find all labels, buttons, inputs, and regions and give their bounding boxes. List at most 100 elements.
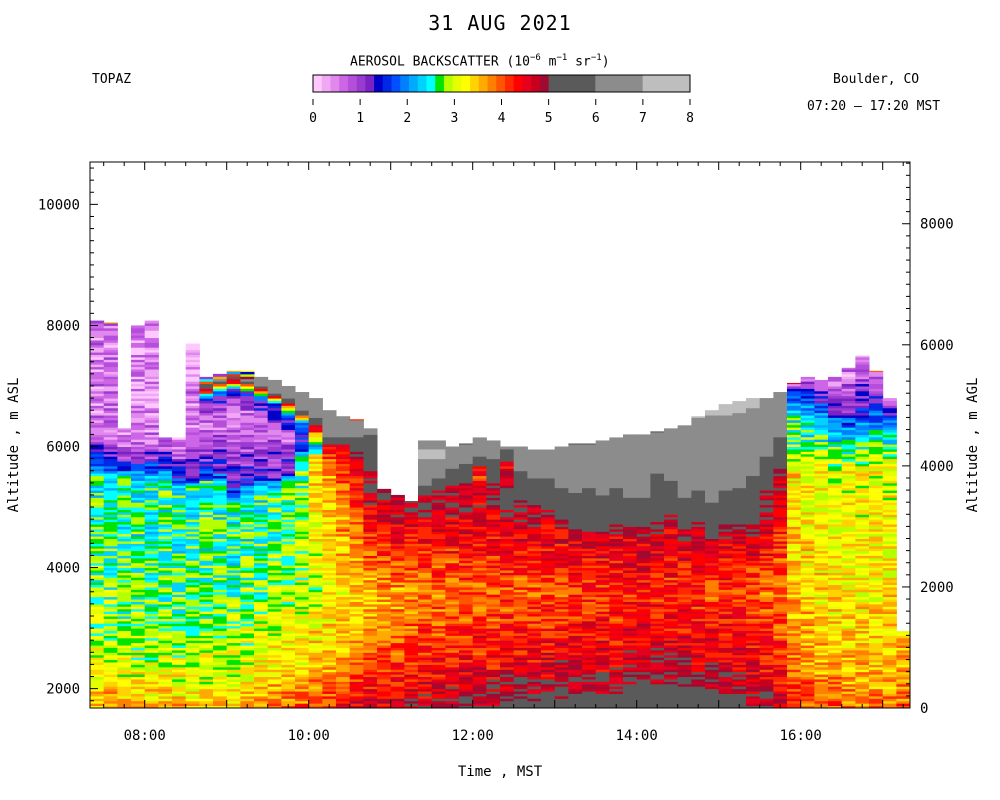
heatmap-cell — [609, 611, 624, 615]
heatmap-cell — [486, 611, 501, 615]
heatmap-cell — [582, 521, 597, 525]
heatmap-cell — [554, 678, 569, 682]
heatmap-cell — [609, 528, 624, 532]
heatmap-cell — [199, 601, 214, 605]
heatmap-cell — [472, 543, 487, 547]
heatmap-cell — [240, 620, 255, 624]
heatmap-cell — [103, 674, 118, 678]
heatmap-cell — [404, 589, 419, 593]
heatmap-cell — [281, 540, 296, 544]
heatmap-cell — [486, 579, 501, 583]
heatmap-cell — [541, 514, 556, 518]
heatmap-cell — [172, 613, 187, 617]
heatmap-cell — [185, 470, 200, 474]
heatmap-cell — [158, 664, 173, 668]
heatmap-cell — [103, 584, 118, 588]
heatmap-cell — [322, 473, 337, 477]
heatmap-cell — [185, 410, 200, 414]
heatmap-cell — [281, 482, 296, 486]
heatmap-cell — [554, 584, 569, 588]
heatmap-cell — [554, 671, 569, 675]
heatmap-cell — [459, 502, 474, 506]
heatmap-cell — [226, 388, 241, 392]
heatmap-cell — [349, 419, 364, 421]
heatmap-cell — [486, 606, 501, 610]
heatmap-cell — [336, 642, 351, 646]
heatmap-cell — [213, 521, 228, 525]
heatmap-cell — [308, 550, 323, 554]
heatmap-cell — [582, 579, 597, 583]
heatmap-cell — [609, 577, 624, 581]
heatmap-cell — [431, 465, 446, 469]
heatmap-cell — [90, 395, 105, 399]
heatmap-cell — [308, 441, 323, 445]
heatmap-cell — [308, 613, 323, 617]
heatmap-cell — [500, 565, 515, 569]
heatmap-cell — [431, 569, 446, 573]
heatmap-cell — [240, 487, 255, 491]
heatmap-cell — [445, 603, 460, 607]
heatmap-cell — [582, 584, 597, 588]
heatmap-cell — [527, 538, 542, 542]
heatmap-cell — [295, 470, 310, 474]
heatmap-cell — [595, 703, 610, 707]
heatmap-cell — [336, 422, 351, 426]
heatmap-cell — [445, 538, 460, 542]
heatmap-cell — [636, 599, 651, 602]
heatmap-cell — [254, 485, 269, 489]
heatmap-cell — [281, 504, 296, 508]
heatmap-cell — [568, 647, 583, 651]
heatmap-cell — [185, 584, 200, 588]
heatmap-cell — [281, 611, 296, 615]
heatmap-cell — [472, 654, 487, 658]
heatmap-cell — [254, 470, 269, 474]
heatmap-cell — [609, 623, 624, 627]
heatmap-cell — [459, 695, 474, 699]
heatmap-cell — [199, 480, 214, 484]
heatmap-cell — [554, 475, 569, 479]
heatmap-cell — [431, 468, 446, 472]
heatmap-cell — [486, 688, 501, 692]
heatmap-cell — [254, 538, 269, 542]
heatmap-cell — [144, 339, 159, 343]
heatmap-cell — [131, 492, 146, 496]
heatmap-cell — [226, 584, 241, 588]
heatmap-cell — [267, 463, 282, 467]
heatmap-cell — [363, 652, 378, 656]
heatmap-cell — [144, 586, 159, 590]
heatmap-cell — [336, 417, 351, 421]
heatmap-cell — [226, 514, 241, 518]
heatmap-cell — [609, 640, 624, 644]
heatmap-cell — [486, 553, 501, 556]
heatmap-cell — [90, 528, 105, 532]
heatmap-cell — [500, 657, 515, 661]
heatmap-cell — [267, 381, 282, 385]
heatmap-cell — [103, 429, 118, 433]
heatmap-cell — [527, 487, 542, 491]
heatmap-cell — [541, 557, 556, 561]
heatmap-cell — [103, 560, 118, 564]
heatmap-cell — [445, 545, 460, 549]
heatmap-cell — [445, 669, 460, 673]
heatmap-cell — [609, 630, 624, 634]
heatmap-cell — [609, 451, 624, 455]
heatmap-cell — [541, 632, 556, 636]
heatmap-cell — [472, 567, 487, 571]
heatmap-cell — [185, 550, 200, 554]
heatmap-cell — [103, 632, 118, 636]
heatmap-cell — [390, 606, 405, 610]
heatmap-cell — [240, 427, 255, 431]
heatmap-cell — [267, 652, 282, 656]
heatmap-cell — [486, 569, 501, 573]
heatmap-cell — [609, 618, 624, 622]
heatmap-cell — [103, 373, 118, 377]
heatmap-cell — [541, 449, 556, 452]
heatmap-cell — [240, 572, 255, 576]
heatmap-cell — [295, 608, 310, 612]
colorbar-title-suffix: ) — [601, 54, 610, 70]
heatmap-cell — [582, 623, 597, 627]
heatmap-cell — [377, 642, 392, 646]
heatmap-cell — [131, 463, 146, 467]
heatmap-cell — [117, 657, 132, 661]
heatmap-cell — [336, 683, 351, 687]
